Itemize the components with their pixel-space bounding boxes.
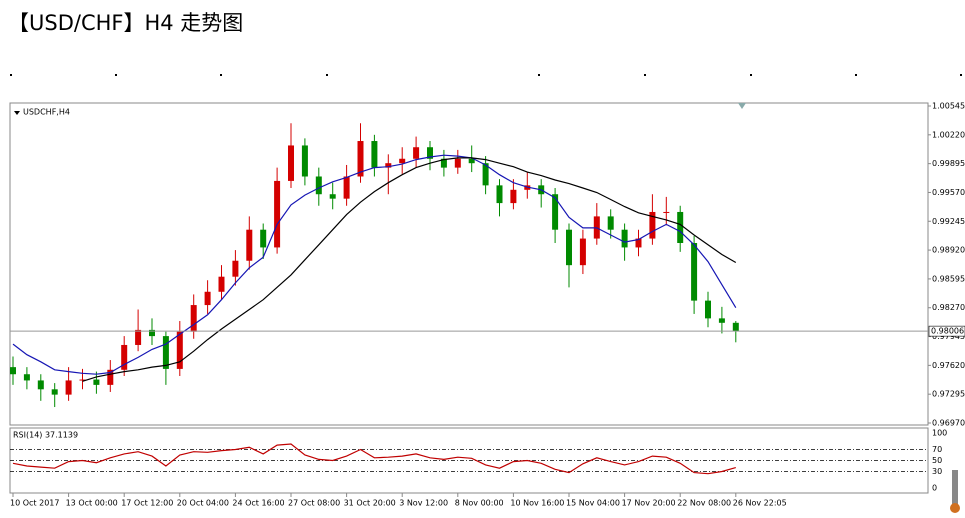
candle-body	[552, 194, 559, 230]
x-tick-label: 31 Oct 20:00	[344, 499, 396, 508]
candle-body	[427, 147, 433, 159]
x-tick-label: 10 Oct 2017	[10, 499, 59, 508]
rsi-tick-label: 50	[932, 456, 942, 465]
candle-body	[260, 229, 267, 248]
candle-body	[204, 291, 211, 306]
candle-body	[705, 300, 711, 319]
y-tick-label: 0.99245	[932, 217, 965, 226]
candle-body	[440, 158, 447, 168]
dots	[10, 74, 962, 76]
x-tick-label: 24 Oct 16:00	[232, 499, 284, 508]
x-tick-label: 3 Nov 12:00	[399, 499, 448, 508]
candle-body	[51, 389, 58, 395]
rsi-tick-label: 0	[932, 484, 937, 493]
y-tick-label: 0.99570	[932, 188, 965, 197]
rsi-tick-label: 30	[932, 467, 942, 476]
candle-body	[79, 379, 86, 381]
candle-body	[232, 260, 239, 277]
y-tick-label: 1.00220	[932, 130, 965, 139]
candle-body	[218, 276, 225, 292]
candle-body	[246, 229, 253, 261]
moving-average	[82, 157, 737, 382]
candle-body	[385, 163, 392, 168]
y-tick-label: 0.97620	[932, 361, 965, 370]
candle-body	[301, 145, 308, 177]
candle-body	[343, 176, 350, 199]
x-tick-label: 17 Nov 20:00	[622, 499, 676, 508]
rsi-label: RSI(14) 37.1139	[13, 431, 78, 440]
candle-body	[454, 158, 461, 168]
candle-body	[621, 229, 628, 248]
candle-body	[190, 305, 197, 332]
candle-body	[107, 369, 114, 385]
candle-body	[23, 374, 30, 381]
candle-body	[288, 145, 294, 181]
candle-body	[121, 344, 128, 370]
candle-body	[357, 141, 364, 177]
x-tick-label: 17 Oct 12:00	[121, 499, 173, 508]
x-tick-label: 20 Oct 04:00	[177, 499, 229, 508]
candle-body	[274, 180, 281, 248]
x-tick-label: 27 Oct 08:00	[288, 499, 340, 508]
y-tick-label: 0.97295	[932, 390, 965, 399]
candle-body	[566, 229, 572, 266]
candle-body	[315, 176, 322, 195]
moving-average	[12, 154, 737, 375]
x-tick-label: 15 Nov 04:00	[566, 499, 620, 508]
y-tick-label: 0.96970	[932, 419, 965, 428]
x-tick-label: 22 Nov 08:00	[677, 499, 731, 508]
y-tick-label: 0.98595	[932, 274, 965, 283]
candle-body	[65, 380, 72, 395]
candle-body	[663, 211, 670, 213]
candle-body	[579, 238, 586, 266]
candle-body	[149, 329, 155, 337]
candle-body	[718, 318, 725, 323]
y-tick-label: 0.98920	[932, 246, 965, 255]
scroll-icon[interactable]	[950, 470, 960, 513]
candle-body	[635, 238, 642, 248]
symbol-menu[interactable]	[14, 111, 20, 115]
candle-body	[93, 379, 100, 385]
candle-body	[135, 329, 142, 345]
candle-body	[399, 158, 406, 164]
candle-body	[10, 367, 16, 375]
rsi-line	[12, 443, 736, 475]
x-tick-label: 10 Nov 16:00	[510, 499, 564, 508]
x-tick-label: 8 Nov 00:00	[455, 499, 504, 508]
current-price-label: 0.98006	[931, 327, 964, 336]
candle-body	[162, 336, 169, 369]
candle-body	[510, 189, 517, 204]
x-tick-label: 13 Oct 00:00	[66, 499, 118, 508]
candle-body	[649, 211, 656, 239]
candle-body	[329, 194, 336, 199]
candle-body	[732, 322, 739, 332]
y-tick-label: 0.99895	[932, 159, 965, 168]
candle-body	[677, 211, 684, 243]
candle-body	[176, 331, 183, 369]
candle-body	[496, 185, 503, 204]
y-tick-label: 1.00545	[932, 102, 965, 111]
y-tick-label: 0.98270	[932, 303, 965, 312]
y-tick-label: 0.97945	[932, 332, 965, 341]
x-tick-label: 26 Nov 22:05	[733, 499, 787, 508]
candle-body	[37, 380, 44, 390]
candle-body	[607, 216, 614, 230]
chart-title: 【USD/CHF】H4 走势图	[8, 11, 243, 35]
candle-body	[371, 141, 378, 168]
shift-marker	[738, 103, 746, 109]
candle-body	[413, 147, 420, 159]
candle-body	[482, 163, 489, 186]
rsi-tick-label: 70	[932, 445, 942, 454]
main-panel	[9, 102, 929, 426]
candle-body	[691, 242, 698, 301]
rsi-tick-label: 100	[932, 429, 947, 438]
current-price-box	[928, 325, 965, 337]
symbol-label: USDCHF,H4	[23, 108, 70, 117]
candle-body	[468, 158, 475, 164]
